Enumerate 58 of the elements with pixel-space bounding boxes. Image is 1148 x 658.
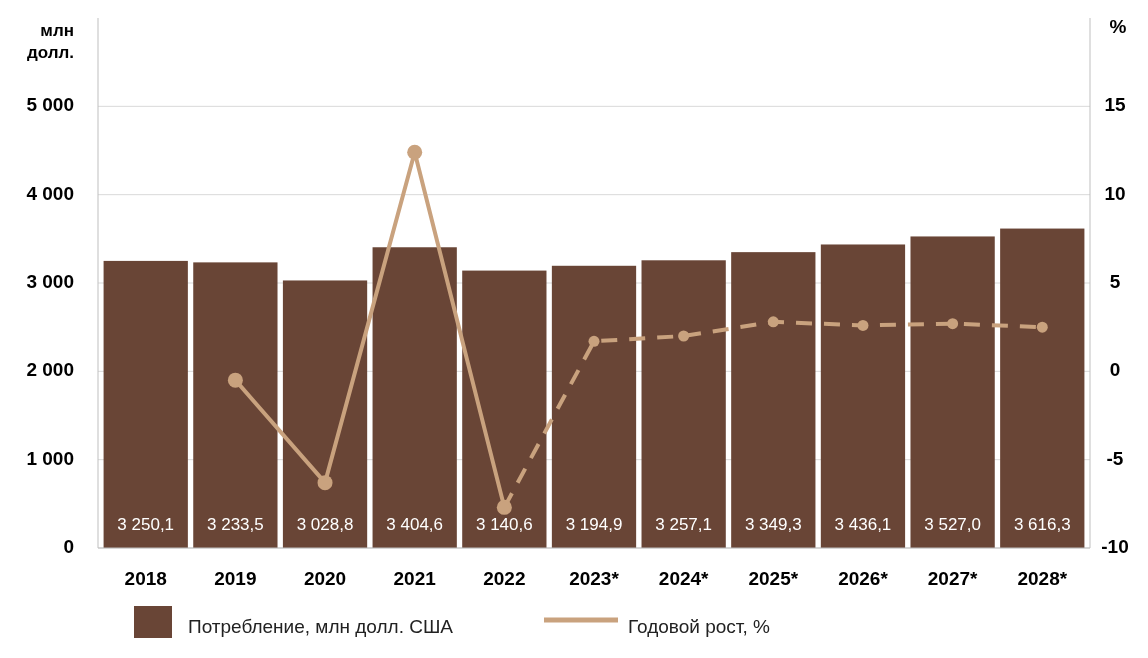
bar (731, 252, 816, 548)
x-tick-label: 2028* (1017, 568, 1068, 590)
y-axis-title: млн долл. (26, 21, 74, 62)
bar (551, 265, 637, 548)
x-tick-label: 2019 (214, 568, 257, 590)
y-tick-label: 0 (63, 536, 74, 558)
y2-tick-label: 0 (1109, 359, 1121, 381)
bar (1000, 228, 1085, 548)
point (947, 318, 959, 330)
x-tick-label: 2018 (124, 568, 167, 590)
y2-axis-title: % (1109, 16, 1127, 38)
data-label: 3 436,1 (834, 515, 892, 535)
bar (103, 260, 188, 548)
point (1036, 321, 1048, 333)
point (317, 475, 333, 491)
data-label: 3 527,0 (924, 515, 981, 535)
y2-tick-label: 10 (1104, 182, 1126, 204)
data-label: 3 028,8 (296, 515, 354, 535)
y-tick-label: 4 000 (26, 182, 74, 204)
data-label: 3 140,6 (475, 515, 533, 535)
bar (372, 247, 457, 548)
point (857, 319, 869, 331)
data-label: 3 194,9 (565, 515, 623, 535)
x-tick-label: 2020 (303, 568, 347, 590)
data-label: 3 404,6 (386, 515, 444, 535)
y2-tick-label: 5 (1109, 271, 1121, 293)
data-label: 3 349,3 (744, 515, 802, 535)
x-tick-label: 2026* (838, 568, 889, 590)
y2-tick-label: 15 (1104, 94, 1126, 116)
point (678, 330, 690, 342)
x-tick-label: 2024* (658, 568, 710, 590)
bar (193, 262, 278, 548)
bar (282, 280, 368, 548)
y-tick-label: 3 000 (26, 271, 74, 293)
bar (641, 260, 726, 548)
x-tick-label: 2025* (748, 568, 799, 590)
x-tick-label: 2022 (483, 568, 526, 590)
data-label: 3 616,3 (1013, 515, 1071, 535)
point (227, 372, 243, 388)
y-tick-label: 2 000 (26, 359, 74, 381)
x-tick-label: 2023* (569, 568, 620, 590)
x-tick-label: 2021 (393, 568, 437, 590)
y-tick-label: 1 000 (26, 447, 74, 469)
point (407, 144, 423, 160)
bar (462, 270, 547, 548)
legend-label: Потребление, млн долл. США (188, 616, 454, 638)
legend-label: Годовой рост, % (628, 616, 770, 638)
bar (820, 244, 906, 548)
data-label: 3 250,1 (117, 515, 175, 535)
data-label: 3 233,5 (207, 515, 264, 535)
y-tick-label: 5 000 (26, 94, 74, 116)
bar (910, 236, 995, 548)
y2-tick-label: -10 (1101, 536, 1129, 558)
point (588, 335, 600, 347)
data-label: 3 257,1 (655, 515, 713, 535)
point (767, 316, 779, 328)
y2-tick-label: -5 (1106, 447, 1124, 469)
x-tick-label: 2027* (927, 568, 979, 590)
